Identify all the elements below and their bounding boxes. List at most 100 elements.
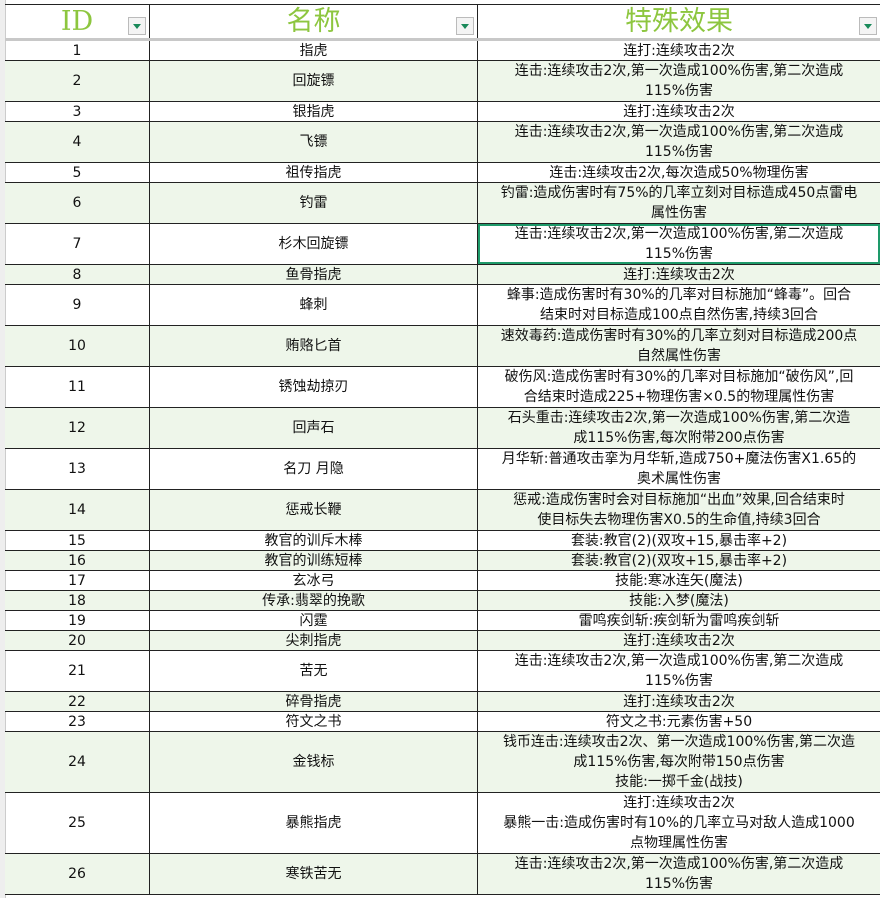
cell-effect[interactable]: 连击:连续攻击2次,第一次造成100%伤害,第二次造成 115%伤害 [514, 124, 844, 160]
cell-effect[interactable]: 钓雷:造成伤害时有75%的几率立刻对目标造成450点雷电 属性伤害 [500, 185, 858, 221]
cell-name[interactable]: 贿赂匕首 [150, 326, 478, 366]
cell-effect[interactable]: 月华斩:普通攻击挛为月华斩,造成750+魔法伤害X1.65的 奥术属性伤害 [501, 451, 857, 487]
table-row[interactable]: 19 闪霆 雷鸣疾剑斩:疾剑斩为雷鸣疾剑斩 [5, 611, 880, 631]
table-row[interactable]: 16 教官的训练短棒 套装:教官(2)(双攻+15,暴击率+2) [5, 551, 880, 571]
cell-effect[interactable]: 技能:入梦(魔法) [629, 592, 729, 609]
cell-name[interactable]: 玄冰弓 [150, 571, 478, 590]
cell-name[interactable]: 蜂刺 [150, 285, 478, 325]
table-row[interactable]: 8 鱼骨指虎 连打:连续攻击2次 [5, 265, 880, 285]
table-row[interactable]: 22 碎骨指虎 连打:连续攻击2次 [5, 692, 880, 712]
table-row[interactable]: 18 传承:翡翠的挽歌 技能:入梦(魔法) [5, 591, 880, 611]
cell-id[interactable]: 19 [5, 611, 150, 630]
cell-name[interactable]: 鱼骨指虎 [150, 265, 478, 284]
filter-dropdown-icon[interactable] [128, 17, 146, 35]
cell-effect[interactable]: 连打:连续攻击2次 [623, 632, 735, 649]
cell-id[interactable]: 25 [5, 793, 150, 853]
cell-effect[interactable]: 钱币连击:连续攻击2次、第一次造成100%伤害,第二次造 成115%伤害,每次附… [502, 734, 856, 790]
cell-name[interactable]: 教官的训斥木棒 [150, 531, 478, 550]
table-row[interactable]: 26 寒铁苦无 连击:连续攻击2次,第一次造成100%伤害,第二次造成 115%伤害 [5, 854, 880, 895]
table-row[interactable]: 17 玄冰弓 技能:寒冰连矢(魔法) [5, 571, 880, 591]
cell-effect[interactable]: 套装:教官(2)(双攻+15,暴击率+2) [570, 532, 788, 549]
cell-name[interactable]: 碎骨指虎 [150, 692, 478, 711]
cell-id[interactable]: 15 [5, 531, 150, 550]
header-effect[interactable]: 特殊效果 [478, 5, 880, 38]
cell-id[interactable]: 5 [5, 163, 150, 182]
cell-id[interactable]: 21 [5, 651, 150, 691]
cell-id[interactable]: 23 [5, 712, 150, 731]
cell-id[interactable]: 22 [5, 692, 150, 711]
cell-name[interactable]: 回旋镖 [150, 61, 478, 101]
cell-name[interactable]: 暴熊指虎 [150, 793, 478, 853]
cell-name[interactable]: 钓雷 [150, 183, 478, 223]
cell-id[interactable]: 11 [5, 367, 150, 407]
cell-name[interactable]: 祖传指虎 [150, 163, 478, 182]
header-id[interactable]: ID [5, 5, 150, 38]
table-row[interactable]: 25 暴熊指虎 连打:连续攻击2次 暴熊一击:造成伤害时有10%的几率立马对敌人造成… [5, 793, 880, 854]
cell-effect[interactable]: 技能:寒冰连矢(魔法) [615, 572, 743, 589]
table-row[interactable]: 9 蜂刺 蜂事:造成伤害时有30%的几率对目标施加“蜂毒”。回合 结束时对目标造成1… [5, 285, 880, 326]
filter-dropdown-icon[interactable] [456, 17, 474, 35]
cell-name[interactable]: 传承:翡翠的挽歌 [150, 591, 478, 610]
cell-id[interactable]: 12 [5, 408, 150, 448]
table-row[interactable]: 15 教官的训斥木棒 套装:教官(2)(双攻+15,暴击率+2) [5, 531, 880, 551]
table-row[interactable]: 1 指虎 连打:连续攻击2次 [5, 41, 880, 61]
cell-effect[interactable]: 连打:连续攻击2次 [623, 266, 735, 283]
cell-id[interactable]: 10 [5, 326, 150, 366]
cell-name[interactable]: 尖刺指虎 [150, 631, 478, 650]
cell-effect[interactable]: 连打:连续攻击2次 [623, 42, 735, 59]
cell-id[interactable]: 18 [5, 591, 150, 610]
cell-effect[interactable]: 速效毒药:造成伤害时有30%的几率立刻对目标造成200点 自然属性伤害 [500, 328, 858, 364]
cell-effect[interactable]: 石头重击:连续攻击2次,第一次造成100%伤害,第二次造 成115%伤害,每次附… [507, 410, 851, 446]
header-name[interactable]: 名称 [150, 5, 478, 38]
table-row[interactable]: 13 名刀 月隐 月华斩:普通攻击挛为月华斩,造成750+魔法伤害X1.65的 奥术… [5, 449, 880, 490]
cell-id[interactable]: 16 [5, 551, 150, 570]
cell-name[interactable]: 金钱标 [150, 732, 478, 792]
table-row[interactable]: 7 杉木回旋镖 连击:连续攻击2次,第一次造成100%伤害,第二次造成 115%伤害 [5, 224, 880, 265]
cell-effect[interactable]: 破伤风:造成伤害时有30%的几率对目标施加“破伤风”,回 合结束时造成225+物… [504, 369, 854, 405]
cell-effect[interactable]: 惩戒:造成伤害时会对目标施加“出血”效果,回合结束时 使目标失去物理伤害X0.5… [513, 492, 845, 528]
table-row[interactable]: 6 钓雷 钓雷:造成伤害时有75%的几率立刻对目标造成450点雷电 属性伤害 [5, 183, 880, 224]
cell-effect[interactable]: 连击:连续攻击2次,第一次造成100%伤害,第二次造成 115%伤害 [514, 856, 844, 892]
cell-id[interactable]: 14 [5, 490, 150, 530]
table-row[interactable]: 21 苦无 连击:连续攻击2次,第一次造成100%伤害,第二次造成 115%伤害 [5, 651, 880, 692]
cell-name[interactable]: 指虎 [150, 41, 478, 60]
table-row[interactable]: 10 贿赂匕首 速效毒药:造成伤害时有30%的几率立刻对目标造成200点 自然属性伤… [5, 326, 880, 367]
cell-name[interactable]: 闪霆 [150, 611, 478, 630]
table-row[interactable]: 5 祖传指虎 连击:连续攻击2次,每次造成50%物理伤害 [5, 163, 880, 183]
cell-name[interactable]: 苦无 [150, 651, 478, 691]
cell-name[interactable]: 寒铁苦无 [150, 854, 478, 894]
cell-name[interactable]: 惩戒长鞭 [150, 490, 478, 530]
cell-name[interactable]: 名刀 月隐 [150, 449, 478, 489]
cell-effect[interactable]: 套装:教官(2)(双攻+15,暴击率+2) [570, 552, 788, 569]
cell-effect[interactable]: 连击:连续攻击2次,第一次造成100%伤害,第二次造成 115%伤害 [514, 63, 844, 99]
cell-name[interactable]: 教官的训练短棒 [150, 551, 478, 570]
cell-id[interactable]: 2 [5, 61, 150, 101]
cell-id[interactable]: 8 [5, 265, 150, 284]
table-row[interactable]: 20 尖刺指虎 连打:连续攻击2次 [5, 631, 880, 651]
cell-name[interactable]: 符文之书 [150, 712, 478, 731]
cell-id[interactable]: 20 [5, 631, 150, 650]
cell-id[interactable]: 13 [5, 449, 150, 489]
cell-name[interactable]: 锈蚀劫掠刃 [150, 367, 478, 407]
cell-effect[interactable]: 连击:连续攻击2次,第一次造成100%伤害,第二次造成 115%伤害 [478, 224, 880, 264]
table-row[interactable]: 2 回旋镖 连击:连续攻击2次,第一次造成100%伤害,第二次造成 115%伤害 [5, 61, 880, 102]
cell-effect[interactable]: 连击:连续攻击2次,第一次造成100%伤害,第二次造成 115%伤害 [514, 653, 844, 689]
cell-id[interactable]: 26 [5, 854, 150, 894]
cell-effect[interactable]: 连打:连续攻击2次 [623, 103, 735, 120]
table-row[interactable]: 3 银指虎 连打:连续攻击2次 [5, 102, 880, 122]
cell-id[interactable]: 17 [5, 571, 150, 590]
cell-name[interactable]: 回声石 [150, 408, 478, 448]
cell-id[interactable]: 6 [5, 183, 150, 223]
table-row[interactable]: 4 飞镖 连击:连续攻击2次,第一次造成100%伤害,第二次造成 115%伤害 [5, 122, 880, 163]
cell-id[interactable]: 9 [5, 285, 150, 325]
cell-effect[interactable]: 雷鸣疾剑斩:疾剑斩为雷鸣疾剑斩 [578, 612, 780, 629]
cell-id[interactable]: 3 [5, 102, 150, 121]
cell-effect[interactable]: 连击:连续攻击2次,每次造成50%物理伤害 [549, 164, 809, 181]
cell-name[interactable]: 飞镖 [150, 122, 478, 162]
table-row[interactable]: 24 金钱标 钱币连击:连续攻击2次、第一次造成100%伤害,第二次造 成115%伤… [5, 732, 880, 793]
table-row[interactable]: 11 锈蚀劫掠刃 破伤风:造成伤害时有30%的几率对目标施加“破伤风”,回 合结束时… [5, 367, 880, 408]
cell-id[interactable]: 7 [5, 224, 150, 264]
table-row[interactable]: 12 回声石 石头重击:连续攻击2次,第一次造成100%伤害,第二次造 成115%伤… [5, 408, 880, 449]
cell-name[interactable]: 银指虎 [150, 102, 478, 121]
table-row[interactable]: 23 符文之书 符文之书:元素伤害+50 [5, 712, 880, 732]
